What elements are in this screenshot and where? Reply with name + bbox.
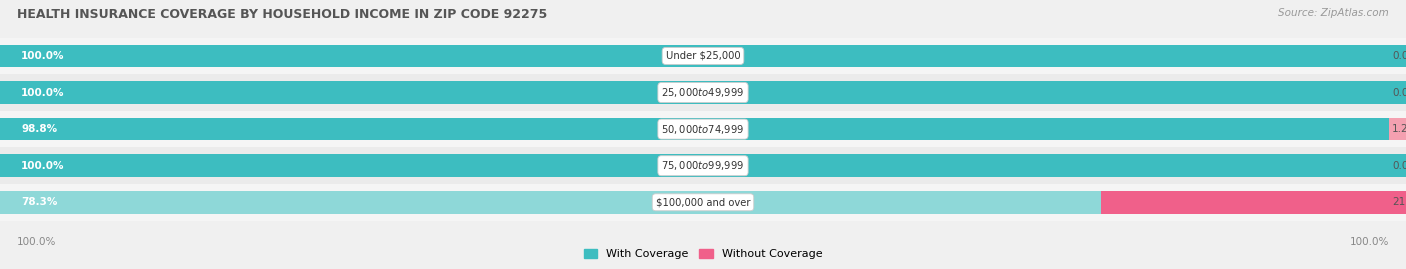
Text: 1.2%: 1.2% <box>1392 124 1406 134</box>
Bar <box>0 38 1406 74</box>
Bar <box>0 81 1406 104</box>
Text: 78.3%: 78.3% <box>21 197 58 207</box>
Text: 100.0%: 100.0% <box>1350 237 1389 247</box>
Bar <box>0 147 1406 184</box>
Text: Under $25,000: Under $25,000 <box>665 51 741 61</box>
Bar <box>0 191 1101 214</box>
Bar <box>0 111 1406 147</box>
Text: HEALTH INSURANCE COVERAGE BY HOUSEHOLD INCOME IN ZIP CODE 92275: HEALTH INSURANCE COVERAGE BY HOUSEHOLD I… <box>17 8 547 21</box>
Bar <box>0 74 1406 111</box>
Text: 0.0%: 0.0% <box>1392 161 1406 171</box>
Bar <box>0 45 1406 67</box>
Text: Source: ZipAtlas.com: Source: ZipAtlas.com <box>1278 8 1389 18</box>
Text: 0.0%: 0.0% <box>1392 51 1406 61</box>
Text: $50,000 to $74,999: $50,000 to $74,999 <box>661 123 745 136</box>
Text: 21.7%: 21.7% <box>1392 197 1406 207</box>
Text: 100.0%: 100.0% <box>17 237 56 247</box>
Bar <box>0 184 1406 221</box>
Text: 0.0%: 0.0% <box>1392 87 1406 98</box>
Text: 100.0%: 100.0% <box>21 51 65 61</box>
Legend: With Coverage, Without Coverage: With Coverage, Without Coverage <box>579 244 827 263</box>
Text: 100.0%: 100.0% <box>21 87 65 98</box>
Bar <box>1101 191 1406 214</box>
Text: $25,000 to $49,999: $25,000 to $49,999 <box>661 86 745 99</box>
Bar <box>1389 118 1406 140</box>
Text: 100.0%: 100.0% <box>21 161 65 171</box>
Text: $100,000 and over: $100,000 and over <box>655 197 751 207</box>
Text: 98.8%: 98.8% <box>21 124 58 134</box>
Bar <box>0 154 1406 177</box>
Bar <box>0 118 1389 140</box>
Text: $75,000 to $99,999: $75,000 to $99,999 <box>661 159 745 172</box>
